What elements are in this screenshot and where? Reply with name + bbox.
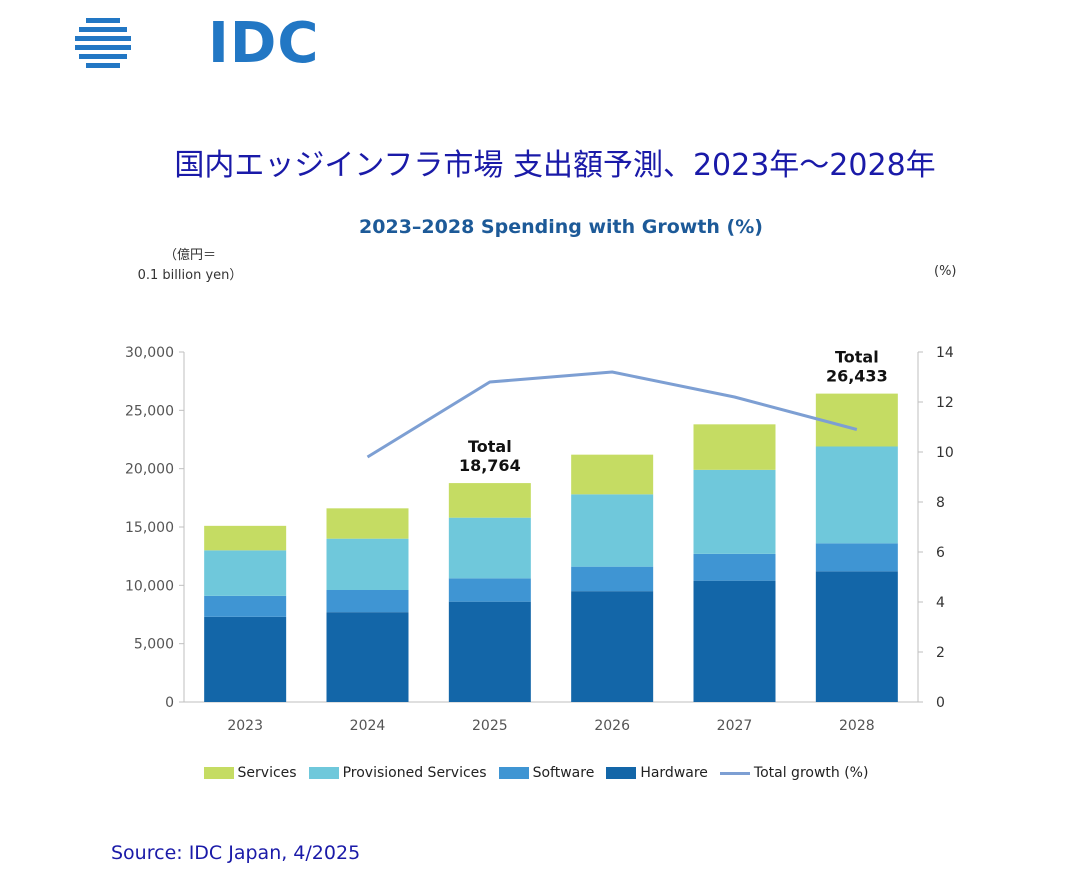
legend-swatch-total-growth	[719, 771, 750, 775]
right-axis-tick-label: 4	[936, 595, 945, 611]
total-growth-line	[366, 370, 858, 459]
legend-label-hardware: Hardware	[640, 765, 708, 781]
bar-services-2024	[326, 508, 409, 539]
bar-software-2025	[448, 578, 531, 602]
left-axis-tick-label: 0	[165, 695, 174, 711]
bar-provisioned-services-2028	[815, 446, 898, 544]
bar-hardware-2027	[693, 580, 776, 702]
stacked-bar-chart: 0 5,000 10,000 15,000 20,000 25,000 30,000 0 2 4 6…	[125, 345, 954, 734]
bar-services-2027	[693, 424, 776, 470]
page-title: 国内エッジインフラ市場 支出額予測、2023年～2028年	[174, 148, 936, 183]
bar-services-2023	[204, 525, 287, 551]
right-axis-tick-label: 14	[936, 345, 954, 361]
chart-legend: Services Provisioned Services Software H…	[0, 765, 1070, 781]
right-axis-tick-label: 8	[936, 495, 945, 511]
x-axis-tick-label: 2026	[594, 718, 630, 734]
legend-swatch-software	[498, 767, 529, 779]
left-axis-unit-label: （億円＝ 0.1 billion yen）	[137, 248, 243, 283]
bar-services-2026	[571, 454, 654, 495]
legend-swatch-provisioned-services	[308, 767, 339, 779]
legend-item-services: Services	[203, 765, 297, 781]
left-axis-tick-label: 30,000	[125, 345, 174, 361]
bar-software-2024	[326, 590, 409, 613]
legend-label-provisioned-services: Provisioned Services	[342, 765, 487, 781]
bar-services-2028	[815, 393, 898, 447]
bar-hardware-2023	[204, 616, 287, 702]
bar-software-2028	[815, 543, 898, 572]
total-annotation-label: Total	[835, 348, 879, 367]
left-axis-tick-label: 10,000	[125, 578, 174, 594]
source-note: Source: IDC Japan, 4/2025	[111, 842, 361, 864]
x-axis-tick-label: 2027	[717, 718, 753, 734]
idc-logo: IDC	[74, 14, 318, 72]
x-axis-tick-label: 2024	[350, 718, 386, 734]
bar-provisioned-services-2025	[448, 517, 531, 579]
bar-provisioned-services-2026	[571, 494, 654, 567]
left-axis-tick-label: 25,000	[125, 403, 174, 419]
total-annotation-value: 26,433	[826, 367, 888, 386]
bar-provisioned-services-2024	[326, 538, 409, 590]
legend-item-software: Software	[498, 765, 595, 781]
x-axis-tick-label: 2025	[472, 718, 508, 734]
bar-software-2026	[571, 566, 654, 592]
right-axis-tick-label: 6	[936, 545, 945, 561]
right-axis-tick-label: 12	[936, 395, 954, 411]
total-annotation-value: 18,764	[459, 456, 521, 475]
left-axis-tick-label: 5,000	[134, 637, 174, 653]
idc-logo-text: IDC	[208, 11, 320, 76]
legend-item-hardware: Hardware	[606, 765, 708, 781]
x-axis-tick-label: 2023	[227, 718, 263, 734]
total-annotation-label: Total	[468, 437, 512, 456]
x-axis-tick-label: 2028	[839, 718, 875, 734]
bar-hardware-2025	[448, 601, 531, 702]
bar-software-2027	[693, 553, 776, 581]
right-axis-unit-label: (%)	[934, 264, 957, 279]
bar-provisioned-services-2023	[204, 550, 287, 596]
left-axis-tick-label: 20,000	[125, 462, 174, 478]
bar-services-2025	[448, 483, 531, 518]
left-axis-tick-label: 15,000	[125, 520, 174, 536]
legend-item-total-growth: Total growth (%)	[719, 765, 869, 781]
right-axis-tick-label: 10	[936, 445, 954, 461]
legend-swatch-hardware	[606, 767, 637, 779]
chart-title: 2023–2028 Spending with Growth (%)	[359, 216, 763, 238]
legend-label-services: Services	[237, 765, 297, 781]
legend-label-total-growth: Total growth (%)	[753, 765, 869, 781]
legend-swatch-services	[203, 767, 234, 779]
right-axis-tick-label: 2	[936, 645, 945, 661]
bar-hardware-2026	[571, 591, 654, 702]
bar-hardware-2028	[815, 571, 898, 702]
legend-item-provisioned-services: Provisioned Services	[308, 765, 487, 781]
bar-hardware-2024	[326, 612, 409, 702]
right-axis-tick-label: 0	[936, 695, 945, 711]
idc-logo-globe-icon	[75, 18, 131, 68]
legend-label-software: Software	[532, 765, 595, 781]
bar-provisioned-services-2027	[693, 469, 776, 554]
bar-software-2023	[204, 595, 287, 617]
